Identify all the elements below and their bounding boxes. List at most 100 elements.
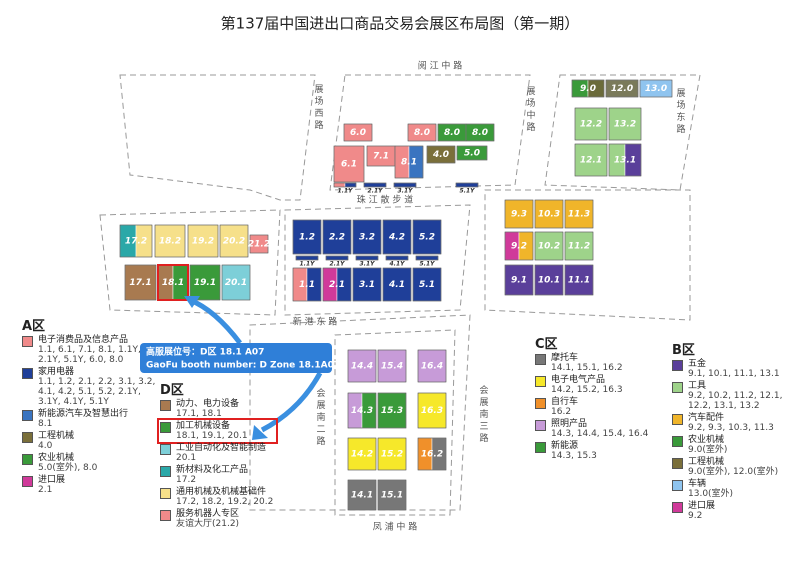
legend-name: 工具 [688,381,707,391]
legend-title: D区 [160,383,184,398]
legend-halls: 17.2 [176,475,197,485]
legend-item: 车辆 13.0(室外) [672,479,787,499]
legend-swatch [22,476,33,487]
booth-border [377,479,407,511]
area-outline [329,74,531,191]
legend-name: 工程机械 [688,457,725,467]
booth-label: 2.1Y [368,188,384,195]
booth-border [534,264,564,296]
booth-border [363,182,387,188]
legend-halls: 14.3, 14.4, 15.4, 16.4 [551,429,649,439]
legend-item: 摩托车 14.1, 15.1, 16.2 [535,353,655,373]
booth-label: 8.0 [472,128,488,138]
legend-item: 农业机械 9.0(室外) [672,435,787,455]
booth-label: 14.3 [351,406,373,416]
booth-label: 2.1Y [330,261,346,268]
booth [393,182,417,188]
legend-halls: 18.1, 19.1, 20.1 [176,431,248,441]
legend: D区 动力、电力设备 17.1, 18.1 加工机械设备 18.1, 19.1, 20.… [157,383,278,531]
legend-swatch [22,432,33,443]
booth-border [249,234,269,254]
booth [412,267,442,302]
booth-border [157,264,189,301]
legend-halls: 20.1 [176,453,197,463]
legend-swatch [22,336,33,347]
callout-box [140,343,332,373]
booth-border [605,79,639,98]
booth-label: 11.3 [568,210,590,220]
booth-label: 16.2 [421,450,443,460]
booth-label: 9.3 [511,210,527,220]
legend-item: 新能源 14.3, 15.3 [535,441,655,461]
legend-swatch [672,502,683,513]
area-outline [484,189,691,321]
legend-halls: 16.2 [551,407,572,417]
booth-border [456,145,488,161]
booth-label: 2.2 [329,233,345,243]
booth-border [325,255,349,261]
legend-name: 照明产品 [551,419,588,429]
booth-label: 13.0 [645,84,667,94]
legend-item: 农业机械 5.0(室外), 8.0 [22,453,157,473]
road-label: 会展南二路 [315,387,326,448]
legend: A区 电子消费品及信息产品 1.1, 6.1, 7.1, 8.1, 1.1Y, 2.… [22,319,157,497]
legend-swatch [22,454,33,465]
legend-item: 工业自动化及智能制造 20.1 [160,443,275,463]
legend-halls: 友谊大厅(21.2) [176,519,240,529]
legend-item: 五金 9.1, 10.1, 11.1, 13.1 [672,359,787,379]
booth-border [187,224,219,258]
legend-item: 加工机械设备 18.1, 19.1, 20.1 [157,418,278,444]
legend-halls: 9.0(室外), 12.0(室外) [688,467,779,477]
callout-en: GaoFu booth number: D Zone 18.1A07 [146,361,340,371]
booth-border [393,182,417,188]
legend-item: 工具 9.2, 10.2, 11.2, 12.1, 12.2, 13.1, 13.… [672,381,787,411]
legend-name: 新能源 [551,441,579,451]
booth [564,231,594,261]
booth-label: 5.0 [464,149,480,159]
legend-halls: 9.1, 10.1, 11.1, 13.1 [688,369,780,379]
booth-border [221,264,251,301]
booth-border [322,219,352,255]
booth-label: 3.2 [359,233,375,243]
legend-name: 服务机器人专区 [176,509,240,519]
booth-label: 5.1Y [460,188,476,195]
legend-item: 进口展 9.2 [672,501,787,521]
booth-border [377,392,407,429]
booth [564,264,594,296]
booth-border [455,182,479,188]
legend-halls: 17.1, 18.1 [176,409,222,419]
legend-title: A区 [22,319,46,334]
legend-item: 进口展 2.1 [22,475,157,495]
legend-halls: 9.2, 9.3, 10.3, 11.3 [688,423,774,433]
booth-border [347,479,377,511]
booth [415,255,439,261]
road-label: 阅 江 中 路 [418,60,463,72]
booth [333,182,346,188]
booth-border [564,231,594,261]
booth-label: 3.1Y [360,261,376,268]
booth-label: 15.3 [381,406,403,416]
legend: C区 摩托车 14.1, 15.1, 16.2 电子电气产品 14.2, 15.2, 1… [535,338,655,463]
booth-border [377,437,407,471]
booth-border [504,231,534,261]
booth-border [333,145,365,183]
booth-border [574,143,608,177]
legend-halls: 4.0 [38,441,53,451]
title: 第137届中国进出口商品交易会展区布局图（第一期） [221,15,580,33]
legend-swatch [22,410,33,421]
legend-name: 进口展 [38,475,66,485]
booth-border [571,79,605,98]
legend-item: 工程机械 9.0(室外), 12.0(室外) [672,457,787,477]
legend-name: 家用电器 [38,367,75,377]
booth-border [119,224,153,258]
booth-label: 15.4 [381,362,403,372]
legend-swatch [160,444,171,455]
booth-label: 8.0 [414,128,430,138]
area-outline [249,314,471,511]
legend-name: 工程机械 [38,431,75,441]
legend-swatch [535,354,546,365]
legend-swatch [535,376,546,387]
legend-halls: 9.2 [688,511,703,521]
booth [455,182,479,188]
road-label: 展场中路 [525,86,536,134]
